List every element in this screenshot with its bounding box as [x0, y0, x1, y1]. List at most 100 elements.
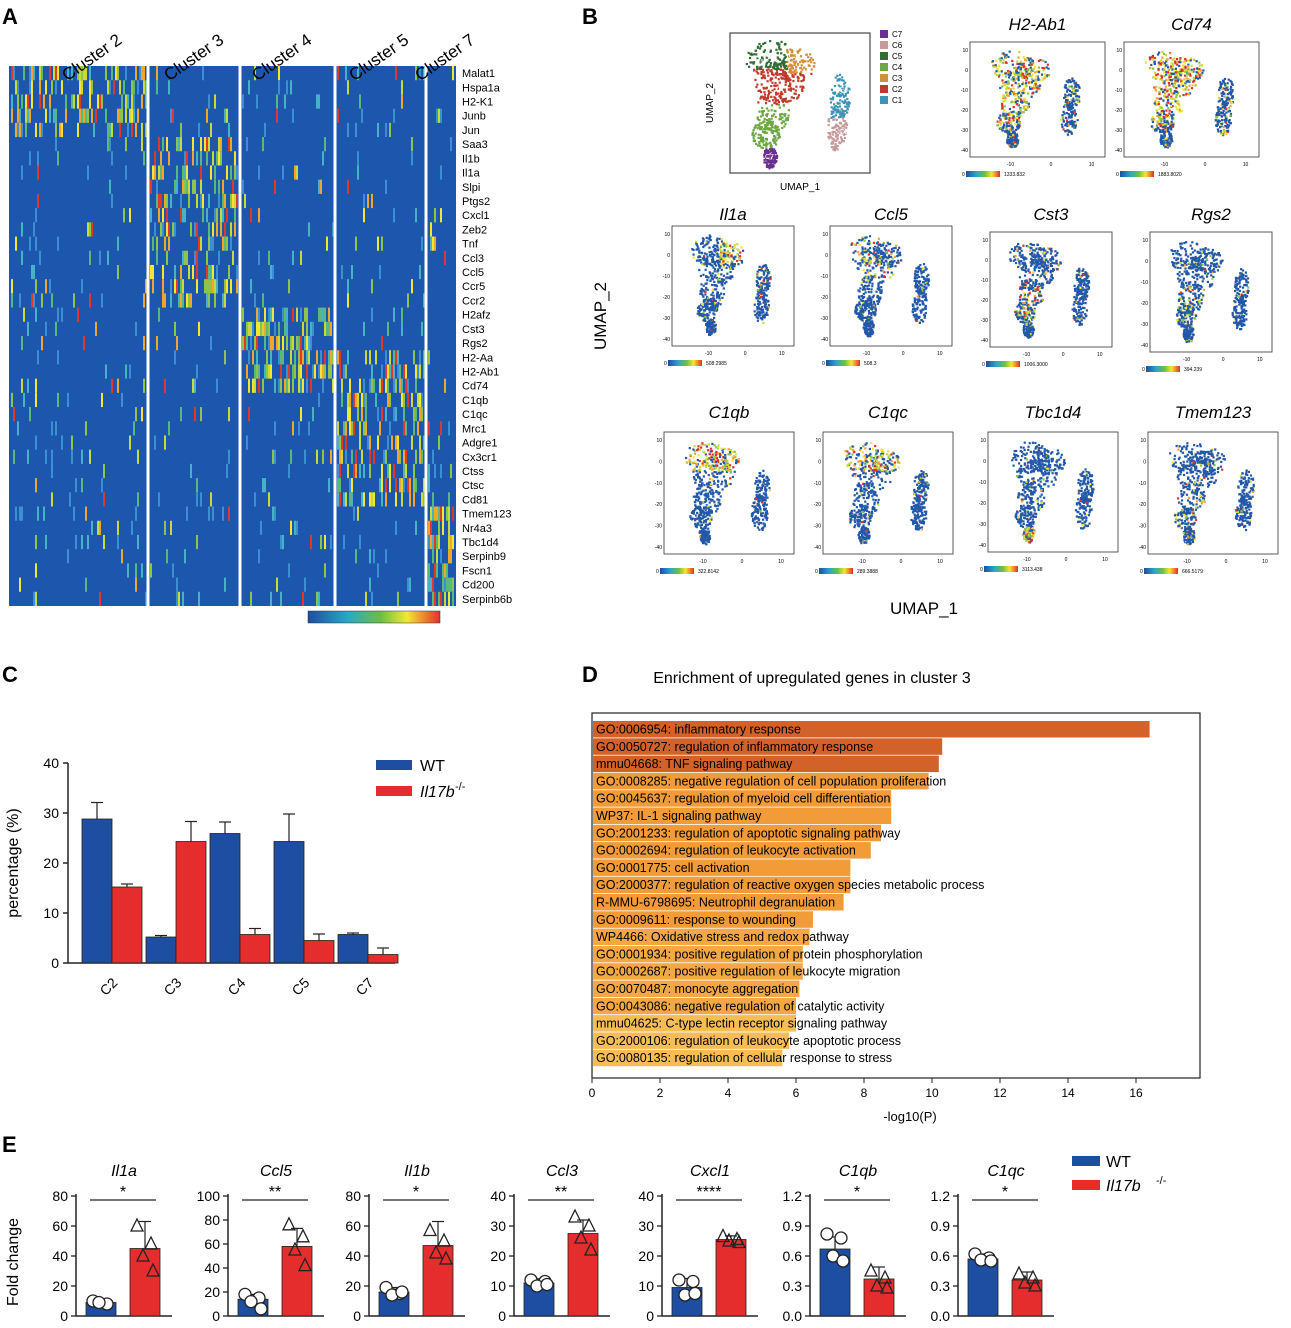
- heatmap-cell: [246, 435, 248, 450]
- heatmap-cell: [290, 449, 292, 464]
- umap-cluster-point: [756, 118, 759, 121]
- heatmap-cell: [29, 80, 31, 95]
- umap-cluster-point: [762, 74, 765, 77]
- umap-cluster-point: [839, 129, 842, 132]
- feature-point: [999, 86, 1002, 90]
- heatmap-cell: [192, 151, 194, 166]
- feature-point: [722, 255, 725, 258]
- feature-point: [883, 271, 886, 274]
- feature-point: [867, 319, 870, 322]
- feature-point: [716, 240, 719, 243]
- feature-point: [995, 70, 998, 73]
- feature-point: [1045, 66, 1048, 69]
- heatmap-cell: [423, 478, 425, 493]
- feature-point: [1007, 94, 1010, 97]
- feature-point: [1008, 50, 1011, 53]
- feature-point: [702, 311, 705, 314]
- heatmap-cell: [166, 250, 168, 265]
- feature-point: [1168, 144, 1171, 147]
- umap-cluster-point: [783, 125, 786, 128]
- umap-cluster-point: [765, 149, 769, 152]
- feature-point: [1181, 81, 1184, 85]
- umap-cluster-point: [794, 89, 797, 92]
- feature-point: [1002, 123, 1006, 127]
- feature-point: [1018, 112, 1022, 115]
- umap-cluster-point: [769, 122, 772, 125]
- umap-cluster-label: C6: [839, 129, 848, 136]
- feature-point: [1172, 113, 1175, 116]
- feature-point: [861, 248, 864, 251]
- heatmap-cell: [150, 208, 152, 223]
- feature-point: [1008, 117, 1011, 120]
- feature-point: [890, 248, 894, 251]
- heatmap-cell: [226, 208, 228, 223]
- heatmap-cell: [397, 435, 399, 450]
- heatmap-cell: [284, 378, 286, 393]
- heatmap-cell: [174, 321, 176, 336]
- heatmap-cell: [288, 563, 290, 578]
- feature-y-tick: 10: [1116, 48, 1122, 54]
- feature-point: [1002, 94, 1005, 97]
- feature-point: [1015, 136, 1018, 139]
- feature-point: [1001, 85, 1004, 88]
- feature-point: [726, 272, 729, 275]
- heatmap-cell: [339, 478, 341, 493]
- heatmap-cell: [393, 108, 395, 123]
- umap-cluster-point: [786, 75, 789, 78]
- heatmap-cell: [67, 66, 69, 81]
- feature-point: [702, 238, 705, 241]
- umap-cluster-point: [768, 142, 771, 145]
- feature-point: [755, 297, 758, 300]
- feature-point: [731, 264, 734, 268]
- feature-point: [1003, 109, 1006, 112]
- feature-point: [702, 295, 705, 298]
- feature-point: [1183, 83, 1187, 87]
- heatmap-cell: [164, 435, 166, 450]
- umap-cluster-point: [782, 62, 786, 66]
- feature-point: [880, 274, 884, 277]
- heatmap-cell: [421, 236, 423, 251]
- feature-point: [1181, 84, 1185, 87]
- heatmap-cell: [101, 94, 103, 109]
- feature-point: [1187, 67, 1190, 70]
- feature-point: [871, 295, 874, 299]
- heatmap-cell: [322, 378, 324, 393]
- heatmap-cell: [276, 94, 278, 109]
- heatmap-cell: [290, 336, 292, 351]
- umap-cluster-point: [813, 61, 816, 65]
- feature-point: [860, 318, 863, 321]
- heatmap-cell: [377, 236, 379, 251]
- heatmap-cell: [107, 250, 109, 265]
- heatmap-cell: [141, 94, 143, 109]
- feature-point: [730, 254, 733, 257]
- gene-label: Rgs2: [462, 338, 488, 350]
- umap-cluster-point: [756, 144, 760, 147]
- heatmap-cell: [405, 421, 407, 436]
- heatmap-cell: [194, 250, 196, 265]
- feature-point: [706, 306, 709, 309]
- umap-cluster-point: [810, 57, 813, 60]
- heatmap-cell: [248, 80, 250, 95]
- feature-point: [1066, 94, 1069, 97]
- feature-point: [740, 261, 744, 264]
- heatmap-cell: [71, 449, 73, 464]
- heatmap-cell: [282, 350, 284, 365]
- feature-point: [1180, 80, 1183, 83]
- heatmap-cell: [318, 392, 320, 408]
- feature-point: [1022, 105, 1025, 108]
- feature-point: [1069, 105, 1073, 108]
- gene-label: Cd200: [462, 580, 494, 592]
- feature-point: [1224, 117, 1228, 120]
- heatmap-cell: [347, 463, 349, 479]
- feature-point: [1014, 142, 1017, 145]
- heatmap-cell: [347, 350, 349, 365]
- heatmap-cell: [11, 392, 13, 408]
- heatmap-cell: [339, 364, 341, 379]
- feature-point: [1215, 116, 1218, 119]
- umap-cluster-point: [770, 109, 773, 112]
- heatmap-cell: [85, 421, 87, 436]
- feature-point: [1179, 73, 1182, 76]
- umap-cluster-point: [766, 121, 769, 125]
- umap-cluster-point: [787, 85, 791, 88]
- umap-cluster-point: [775, 139, 778, 142]
